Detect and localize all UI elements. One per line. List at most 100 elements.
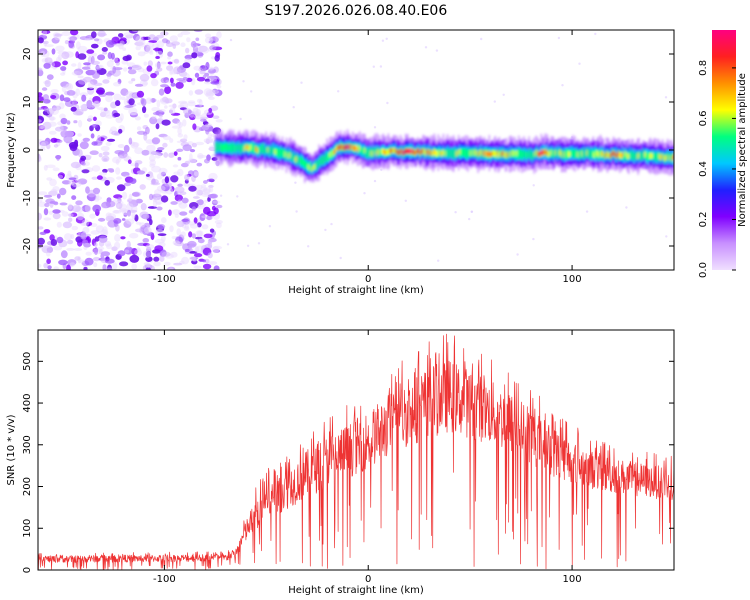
noise-blob xyxy=(188,90,194,96)
noise-blob xyxy=(194,104,205,108)
noise-speck xyxy=(578,62,581,65)
noise-blob xyxy=(60,81,70,88)
noise-speck xyxy=(480,37,483,41)
noise-blob xyxy=(113,218,122,224)
ridge-band xyxy=(362,147,364,155)
noise-blob xyxy=(145,244,155,250)
noise-blob xyxy=(104,179,110,186)
ridge-band xyxy=(264,148,266,155)
ridge-peak xyxy=(659,154,662,161)
noise-speck xyxy=(493,100,496,103)
noise-blob xyxy=(41,30,51,35)
ridge-band xyxy=(561,150,564,160)
noise-blob xyxy=(149,159,156,166)
noise-blob xyxy=(53,266,60,270)
noise-blob xyxy=(56,155,60,161)
noise-blob xyxy=(62,221,73,229)
spectrogram-y-tick-label: 0 xyxy=(22,147,33,153)
noise-blob xyxy=(134,83,144,87)
ridge-band xyxy=(641,153,643,161)
noise-blob xyxy=(191,233,196,239)
ridge-peak xyxy=(610,152,613,158)
ridge-peak xyxy=(563,151,566,157)
ridge-peak xyxy=(611,151,614,157)
ridge-peak xyxy=(505,152,508,158)
spectrogram-x-tick-label: 100 xyxy=(563,274,582,285)
ridge-peak xyxy=(649,153,652,159)
noise-blob xyxy=(79,141,89,150)
ridge-band xyxy=(225,142,228,153)
ridge-peak xyxy=(600,151,603,158)
noise-blob xyxy=(89,213,96,219)
noise-blob xyxy=(134,249,143,256)
noise-blob xyxy=(183,134,188,140)
noise-blob xyxy=(187,100,196,104)
noise-blob xyxy=(147,60,153,67)
noise-speck xyxy=(532,237,535,241)
noise-blob xyxy=(158,109,166,113)
ridge-band xyxy=(319,157,321,166)
ridge-band xyxy=(642,149,644,160)
noise-blob xyxy=(102,79,110,84)
ridge-peak xyxy=(333,148,336,155)
ridge-peak xyxy=(295,156,298,162)
ridge-peak xyxy=(314,164,316,170)
noise-blob xyxy=(211,199,218,206)
noise-blob xyxy=(186,37,191,43)
ridge-band xyxy=(629,150,631,158)
noise-blob xyxy=(69,262,76,267)
ridge-peak xyxy=(473,150,475,156)
ridge-band xyxy=(360,146,362,154)
ridge-band xyxy=(460,148,462,159)
noise-speck xyxy=(470,210,473,213)
noise-blob xyxy=(177,183,183,187)
noise-speck xyxy=(424,46,428,49)
ridge-peak xyxy=(543,150,546,156)
noise-blob xyxy=(38,212,42,221)
noise-blob xyxy=(115,61,120,66)
ridge-peak xyxy=(620,152,622,158)
noise-blob xyxy=(56,221,62,228)
ridge-band xyxy=(366,147,368,158)
noise-blob xyxy=(105,212,112,219)
ridge-band xyxy=(465,147,467,158)
noise-blob xyxy=(154,189,161,197)
noise-blob xyxy=(200,184,207,188)
noise-blob xyxy=(125,34,134,39)
ridge-peak xyxy=(401,149,404,156)
ridge-peak xyxy=(660,154,663,161)
ridge-band xyxy=(216,141,218,151)
ridge-band xyxy=(471,147,473,157)
noise-blob xyxy=(76,212,85,221)
noise-blob xyxy=(214,219,223,225)
ridge-band xyxy=(594,148,597,159)
ridge-band xyxy=(299,157,302,166)
noise-blob xyxy=(49,116,55,121)
noise-blob xyxy=(91,31,97,39)
ridge-band xyxy=(266,147,268,155)
noise-blob xyxy=(75,236,83,243)
noise-blob xyxy=(177,199,183,205)
noise-blob xyxy=(160,84,169,88)
noise-blob xyxy=(111,246,118,251)
noise-blob xyxy=(42,40,49,45)
ridge-peak xyxy=(284,151,287,158)
ridge-band xyxy=(310,161,312,171)
ridge-band xyxy=(509,150,512,158)
noise-blob xyxy=(194,72,200,78)
noise-blob xyxy=(156,206,163,211)
noise-blob xyxy=(111,130,119,136)
ridge-band xyxy=(234,145,237,152)
noise-speck xyxy=(404,199,407,202)
ridge-band xyxy=(224,143,227,150)
ridge-band xyxy=(217,142,219,152)
ridge-band xyxy=(263,143,265,154)
noise-blob xyxy=(50,95,57,99)
noise-blob xyxy=(106,138,116,142)
ridge-peak xyxy=(458,149,461,155)
ridge-peak xyxy=(245,145,248,151)
noise-blob xyxy=(159,255,165,262)
noise-blob xyxy=(46,258,51,265)
noise-blob xyxy=(197,189,203,196)
noise-speck xyxy=(665,235,668,238)
